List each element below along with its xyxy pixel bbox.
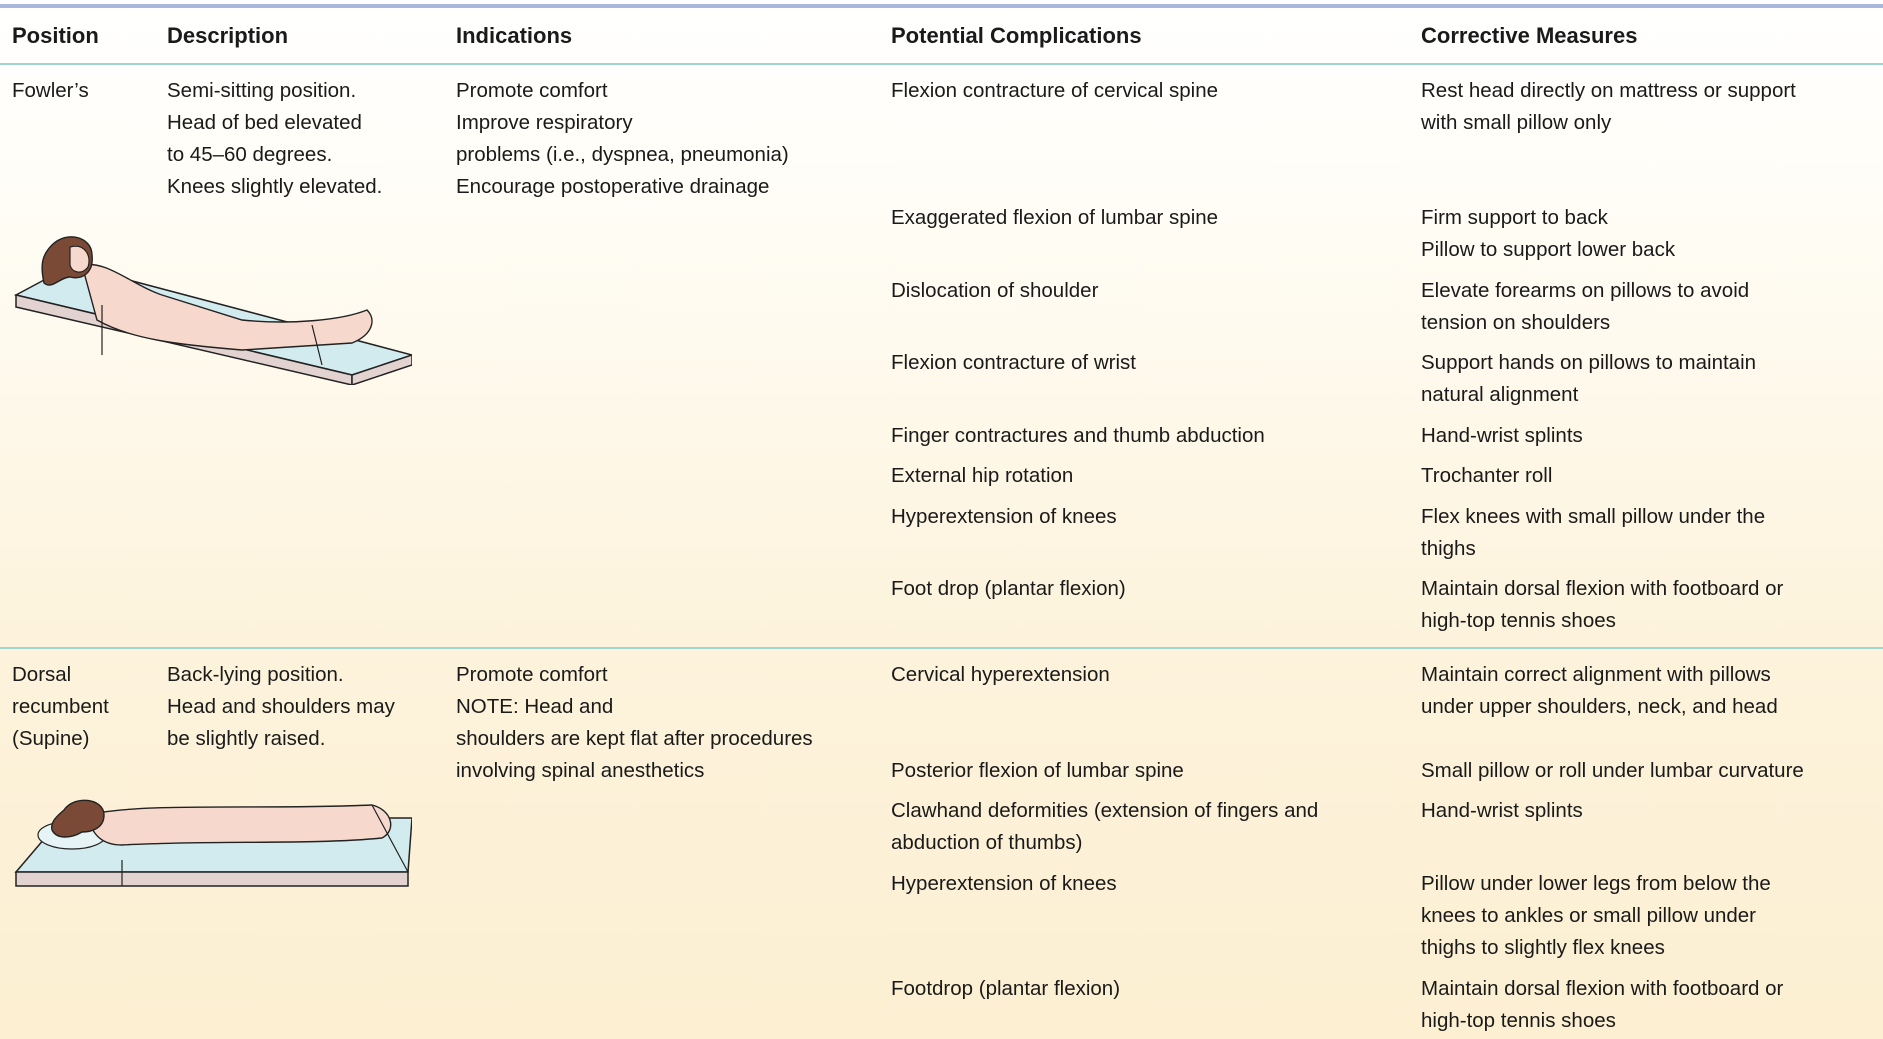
complication-text: Flexion contracture of cervical spine (891, 79, 1219, 102)
column-header: Potential Complications (891, 23, 1142, 48)
description-text: be slightly raised. (167, 727, 326, 750)
position-text: (Supine) (12, 727, 90, 750)
description-text: Head of bed elevated (167, 111, 362, 134)
indication-text: Improve respiratory (456, 111, 633, 134)
complication-text: Dislocation of shoulder (891, 279, 1099, 302)
measure-text: Hand-wrist splints (1421, 424, 1583, 447)
measure-text: knees to ankles or small pillow under (1421, 904, 1756, 927)
column-header: Corrective Measures (1421, 23, 1638, 48)
position-text: Dorsal (12, 663, 72, 686)
measure-text: Hand-wrist splints (1421, 799, 1583, 822)
indication-text: involving spinal anesthetics (456, 759, 705, 782)
measure-text: Flex knees with small pillow under the (1421, 505, 1766, 528)
complication-text: Flexion contracture of wrist (891, 351, 1136, 374)
measure-text: Trochanter roll (1421, 464, 1553, 487)
description-text: Back-lying position. (167, 663, 344, 686)
fowler-illustration (13, 236, 412, 385)
header-rule (0, 63, 1883, 65)
column-header: Indications (456, 23, 573, 48)
column-header: Description (167, 23, 289, 48)
measure-text: Pillow under lower legs from below the (1421, 872, 1771, 895)
column-header: Position (12, 23, 99, 48)
measure-text: Support hands on pillows to maintain (1421, 351, 1757, 374)
measure-text: with small pillow only (1421, 111, 1612, 134)
supine-illustration (14, 799, 412, 887)
measure-text: Firm support to back (1421, 206, 1608, 229)
measure-text: Maintain correct alignment with pillows (1421, 663, 1771, 686)
measure-text: Maintain dorsal flexion with footboard o… (1421, 977, 1784, 1000)
measure-text: high-top tennis shoes (1421, 1009, 1616, 1032)
complication-text: Finger contractures and thumb abduction (891, 424, 1265, 447)
complication-text: Cervical hyperextension (891, 663, 1110, 686)
indication-text: Promote comfort (456, 79, 608, 102)
complication-text: Posterior flexion of lumbar spine (891, 759, 1184, 782)
indication-text: Encourage postoperative drainage (456, 175, 770, 198)
measure-text: natural alignment (1421, 383, 1579, 406)
measure-text: high-top tennis shoes (1421, 609, 1616, 632)
measure-text: thighs (1421, 537, 1476, 560)
complication-text: Footdrop (plantar flexion) (891, 977, 1121, 1000)
description-text: to 45–60 degrees. (167, 143, 333, 166)
complication-text: abduction of thumbs) (891, 831, 1083, 854)
measure-text: Small pillow or roll under lumbar curvat… (1421, 759, 1804, 782)
measure-text: thighs to slightly flex knees (1421, 936, 1665, 959)
measure-text: tension on shoulders (1421, 311, 1611, 334)
measure-text: Elevate forearms on pillows to avoid (1421, 279, 1750, 302)
indication-text: shoulders are kept flat after procedures (456, 727, 813, 750)
row-rule (0, 647, 1883, 649)
complication-text: Hyperextension of knees (891, 505, 1117, 528)
position-text: Fowler’s (12, 79, 89, 102)
measure-text: Rest head directly on mattress or suppor… (1421, 79, 1796, 102)
indication-text: Promote comfort (456, 663, 608, 686)
complication-text: External hip rotation (891, 464, 1074, 487)
indication-text: NOTE: Head and (456, 695, 614, 718)
description-text: Head and shoulders may (167, 695, 395, 718)
indication-text: problems (i.e., dyspnea, pneumonia) (456, 143, 789, 166)
description-text: Semi-sitting position. (167, 79, 357, 102)
measure-text: Maintain dorsal flexion with footboard o… (1421, 577, 1784, 600)
complication-text: Foot drop (plantar flexion) (891, 577, 1126, 600)
complication-text: Hyperextension of knees (891, 872, 1117, 895)
position-text: recumbent (12, 695, 109, 718)
complication-text: Clawhand deformities (extension of finge… (891, 799, 1319, 822)
complication-text: Exaggerated flexion of lumbar spine (891, 206, 1219, 229)
top-rule (0, 4, 1883, 8)
measure-text: under upper shoulders, neck, and head (1421, 695, 1778, 718)
description-text: Knees slightly elevated. (167, 175, 383, 198)
measure-text: Pillow to support lower back (1421, 238, 1676, 261)
